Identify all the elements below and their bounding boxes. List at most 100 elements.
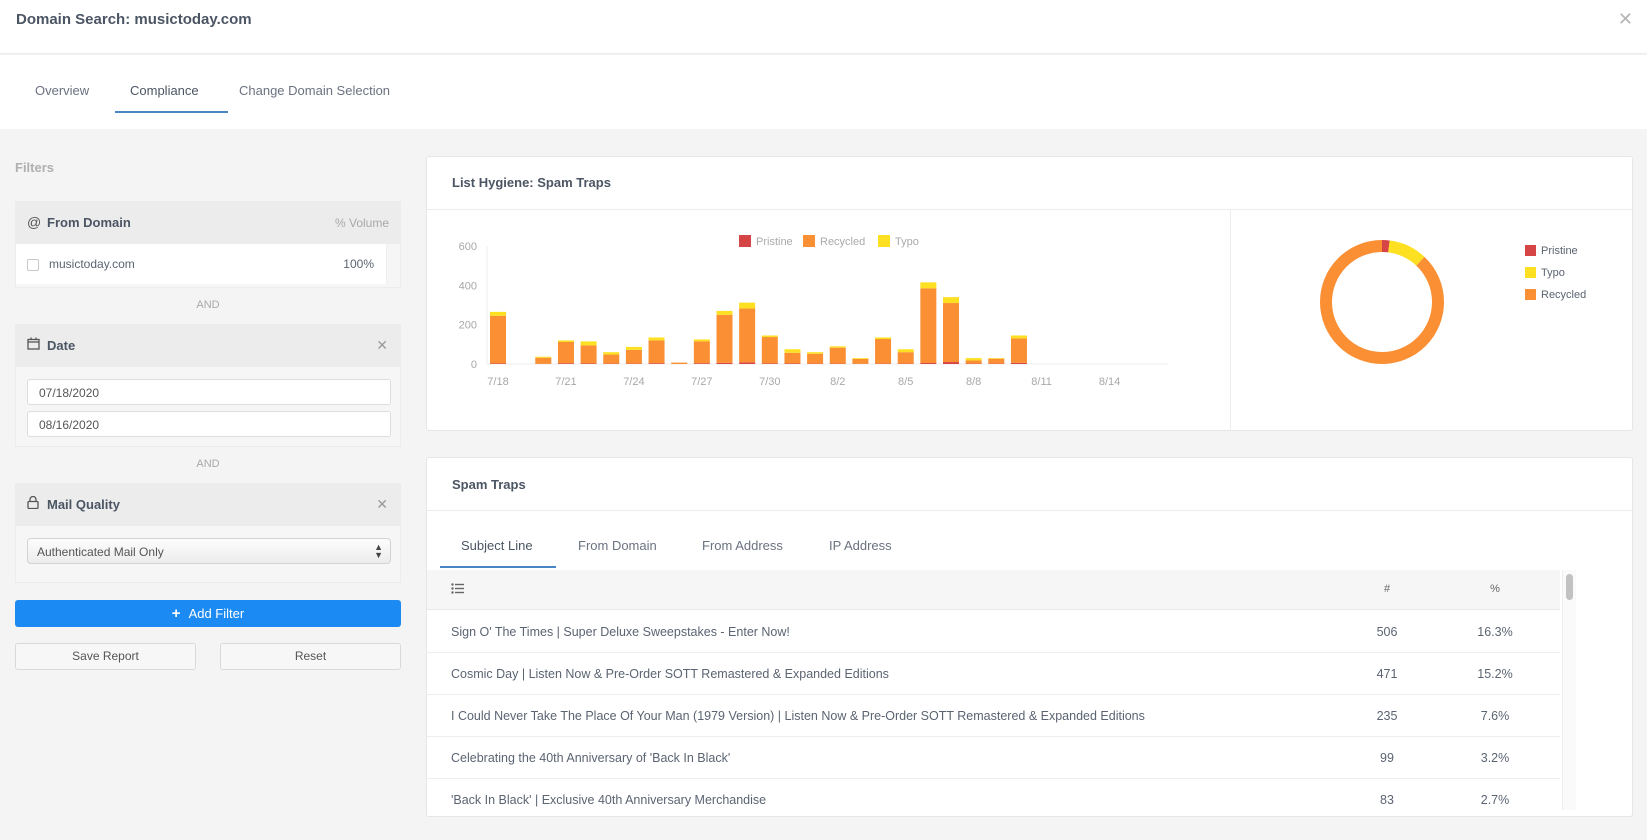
- subject-line: Sign O' The Times | Super Deluxe Sweepst…: [451, 625, 790, 639]
- recycled-swatch: [1525, 289, 1536, 300]
- subject-line: I Could Never Take The Place Of Your Man…: [451, 709, 1145, 723]
- mail-quality-header: Mail Quality ✕: [16, 484, 400, 526]
- column-header-count[interactable]: #: [1383, 583, 1391, 595]
- lock-icon: [27, 495, 39, 512]
- spam-traps-panel: Spam Traps Subject Line From Domain From…: [426, 457, 1633, 817]
- date-header: Date ✕: [16, 325, 400, 367]
- domain-checkbox[interactable]: [27, 259, 39, 271]
- plus-icon: +: [171, 605, 181, 622]
- count: 83: [1380, 793, 1394, 807]
- spam-traps-title: Spam Traps: [452, 477, 526, 492]
- legend-recycled[interactable]: Recycled: [803, 235, 865, 248]
- subject-line: 'Back In Black' | Exclusive 40th Anniver…: [451, 793, 767, 807]
- date-label: Date: [47, 338, 76, 353]
- table-row[interactable]: Sign O' The Times | Super Deluxe Sweepst…: [427, 611, 1560, 653]
- svg-text:8/8: 8/8: [966, 376, 981, 388]
- percent: 3.2%: [1480, 751, 1510, 765]
- table-row[interactable]: 'Back In Black' | Exclusive 40th Anniver…: [427, 779, 1560, 816]
- save-report-button[interactable]: Save Report: [15, 643, 196, 670]
- start-date-input[interactable]: 07/18/2020: [27, 379, 391, 405]
- typo-swatch: [1525, 267, 1536, 278]
- tab-ip-address[interactable]: IP Address: [829, 538, 892, 553]
- active-tab-indicator: [115, 111, 228, 113]
- tab-overview[interactable]: Overview: [35, 83, 90, 98]
- scrollbar-thumb[interactable]: [1566, 574, 1573, 600]
- column-header-percent[interactable]: %: [1490, 583, 1500, 595]
- divider: [427, 510, 1632, 511]
- tab-change-domain-selection[interactable]: Change Domain Selection: [239, 83, 391, 98]
- svg-text:7/27: 7/27: [691, 376, 712, 388]
- at-icon: @: [27, 214, 42, 230]
- from-domain-filter: @ From Domain % Volume musictoday.com 10…: [15, 201, 401, 288]
- typo-swatch: [878, 235, 890, 247]
- list-icon[interactable]: [451, 582, 464, 597]
- date-filter: Date ✕ 07/18/2020 08/16/2020: [15, 324, 401, 447]
- legend-label: Typo: [1541, 267, 1565, 279]
- add-filter-label: Add Filter: [188, 606, 245, 621]
- count: 99: [1380, 751, 1394, 765]
- close-icon[interactable]: ✕: [1617, 9, 1633, 29]
- svg-text:8/11: 8/11: [1031, 376, 1052, 388]
- volume-column-header: % Volume: [334, 216, 389, 230]
- mail-quality-filter: Mail Quality ✕ Authenticated Mail Only ▲…: [15, 483, 401, 583]
- domain-name: musictoday.com: [49, 257, 135, 271]
- page-title: Domain Search: musictoday.com: [16, 11, 252, 28]
- divider: [1230, 209, 1231, 431]
- legend-label: Recycled: [820, 236, 866, 248]
- table-row[interactable]: Celebrating the 40th Anniversary of 'Bac…: [427, 737, 1560, 779]
- subject-line: Cosmic Day | Listen Now & Pre-Order SOTT…: [451, 667, 889, 681]
- mail-quality-label: Mail Quality: [47, 497, 120, 512]
- subject-line: Celebrating the 40th Anniversary of 'Bac…: [451, 751, 731, 765]
- legend-label: Typo: [895, 236, 919, 248]
- legend-pristine[interactable]: Pristine: [739, 235, 793, 248]
- svg-text:600: 600: [459, 241, 477, 253]
- main-tabs: Overview Compliance Change Domain Select…: [0, 55, 1647, 129]
- active-tab-indicator: [440, 566, 556, 568]
- donut-legend-recycled[interactable]: Recycled: [1525, 289, 1586, 301]
- tab-from-domain[interactable]: From Domain: [578, 538, 657, 553]
- count: 471: [1376, 667, 1398, 681]
- percent: 2.7%: [1480, 793, 1510, 807]
- from-domain-header: @ From Domain % Volume: [16, 202, 400, 244]
- svg-text:8/14: 8/14: [1099, 376, 1120, 388]
- svg-text:200: 200: [459, 320, 477, 332]
- reset-button[interactable]: Reset: [220, 643, 401, 670]
- and-separator: AND: [196, 299, 220, 311]
- stacked-bar-chart: 0 200 400 600 7/18 7/21 7/24 7/27 7/30 8/2 8/5 8/8 8…: [459, 241, 1169, 388]
- domain-list-scrollbar[interactable]: [386, 244, 400, 284]
- percent: 15.2%: [1477, 667, 1513, 681]
- count: 506: [1376, 625, 1398, 639]
- table-row[interactable]: I Could Never Take The Place Of Your Man…: [427, 695, 1560, 737]
- svg-text:7/24: 7/24: [623, 376, 644, 388]
- table-row[interactable]: Cosmic Day | Listen Now & Pre-Order SOTT…: [427, 653, 1560, 695]
- remove-mail-quality-filter-icon[interactable]: ✕: [376, 496, 388, 512]
- remove-date-filter-icon[interactable]: ✕: [376, 337, 388, 353]
- svg-text:7/30: 7/30: [759, 376, 780, 388]
- table-scrollbar[interactable]: [1562, 570, 1576, 810]
- legend-typo[interactable]: Typo: [878, 235, 919, 248]
- svg-text:400: 400: [459, 280, 477, 292]
- and-separator: AND: [196, 458, 220, 470]
- percent: 7.6%: [1480, 709, 1510, 723]
- svg-text:0: 0: [471, 359, 477, 371]
- mail-quality-selected: Authenticated Mail Only: [37, 545, 164, 559]
- percent: 16.3%: [1477, 625, 1513, 639]
- tab-subject-line[interactable]: Subject Line: [461, 538, 533, 553]
- divider: [427, 209, 1632, 210]
- domain-list-item[interactable]: musictoday.com 100%: [16, 244, 386, 284]
- donut-legend-typo[interactable]: Typo: [1525, 267, 1565, 279]
- from-domain-label: From Domain: [47, 215, 131, 230]
- donut-legend-pristine[interactable]: Pristine: [1525, 245, 1578, 257]
- end-date-input[interactable]: 08/16/2020: [27, 411, 391, 437]
- svg-text:7/18: 7/18: [487, 376, 508, 388]
- mail-quality-select[interactable]: Authenticated Mail Only ▲ ▼: [27, 538, 391, 564]
- count: 235: [1376, 709, 1398, 723]
- tab-compliance[interactable]: Compliance: [130, 83, 199, 98]
- table-header: # %: [427, 570, 1560, 610]
- add-filter-button[interactable]: + Add Filter: [15, 600, 401, 627]
- tab-from-address[interactable]: From Address: [702, 538, 783, 553]
- legend-label: Pristine: [756, 236, 793, 248]
- svg-text:8/5: 8/5: [898, 376, 913, 388]
- recycled-swatch: [803, 235, 815, 247]
- select-arrows-icon: ▲ ▼: [374, 542, 383, 560]
